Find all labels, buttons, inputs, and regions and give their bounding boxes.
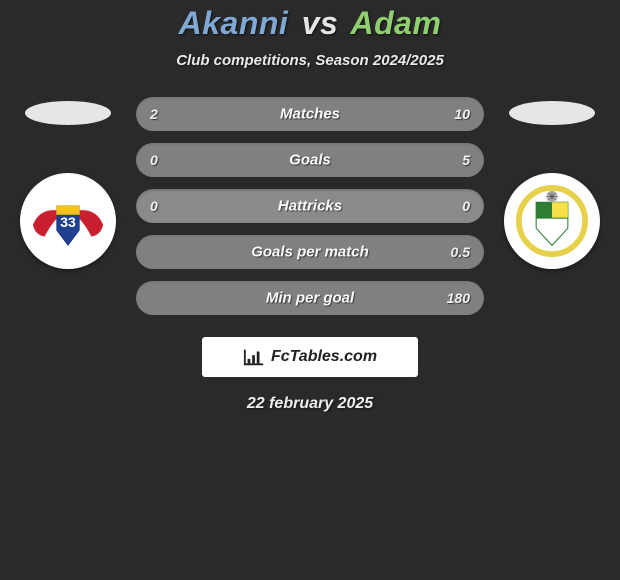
country-oval-right — [509, 101, 595, 125]
stat-value-right: 5 — [462, 152, 470, 168]
player1-name: Akanni — [179, 5, 289, 41]
stat-value-right: 0 — [462, 198, 470, 214]
stat-bars: 2 Matches 10 0 Goals 5 0 Hattricks 0 Goals per ma… — [136, 97, 484, 315]
stat-value-left: 2 — [150, 106, 158, 122]
title: Akanni vs Adam — [0, 5, 620, 42]
stat-value-right: 0.5 — [451, 244, 470, 260]
stats-section: 33 2 Matches 10 0 Goals 5 0 Hattricks 0 Goals per… — [0, 97, 620, 315]
left-badge-column: 33 — [18, 97, 118, 269]
stat-label: Hattricks — [278, 198, 342, 215]
stat-value-left: 0 — [150, 152, 158, 168]
chart-icon — [243, 347, 265, 367]
branding-text: FcTables.com — [271, 348, 377, 366]
stat-value-left: 0 — [150, 198, 158, 214]
club-badge-right-icon — [516, 185, 588, 257]
svg-text:33: 33 — [60, 214, 76, 230]
stat-label: Goals — [289, 152, 331, 169]
vs-text: vs — [302, 5, 339, 41]
stat-value-right: 180 — [447, 290, 470, 306]
branding-box: FcTables.com — [202, 337, 418, 377]
stat-row: 2 Matches 10 — [136, 97, 484, 131]
stat-label: Matches — [280, 106, 340, 123]
stat-label: Min per goal — [266, 290, 354, 307]
stat-label: Goals per match — [251, 244, 369, 261]
stat-row: 0 Hattricks 0 — [136, 189, 484, 223]
right-badge-column — [502, 97, 602, 269]
stat-row: Min per goal 180 — [136, 281, 484, 315]
stat-row: Goals per match 0.5 — [136, 235, 484, 269]
club-badge-left: 33 — [20, 173, 116, 269]
subtitle: Club competitions, Season 2024/2025 — [0, 52, 620, 69]
stat-fill-left — [136, 97, 194, 131]
stat-value-right: 10 — [454, 106, 470, 122]
club-badge-left-icon: 33 — [29, 182, 107, 260]
date-text: 22 february 2025 — [0, 395, 620, 413]
country-oval-left — [25, 101, 111, 125]
club-badge-right — [504, 173, 600, 269]
player2-name: Adam — [350, 5, 441, 41]
stat-row: 0 Goals 5 — [136, 143, 484, 177]
comparison-card: Akanni vs Adam Club competitions, Season… — [0, 0, 620, 413]
